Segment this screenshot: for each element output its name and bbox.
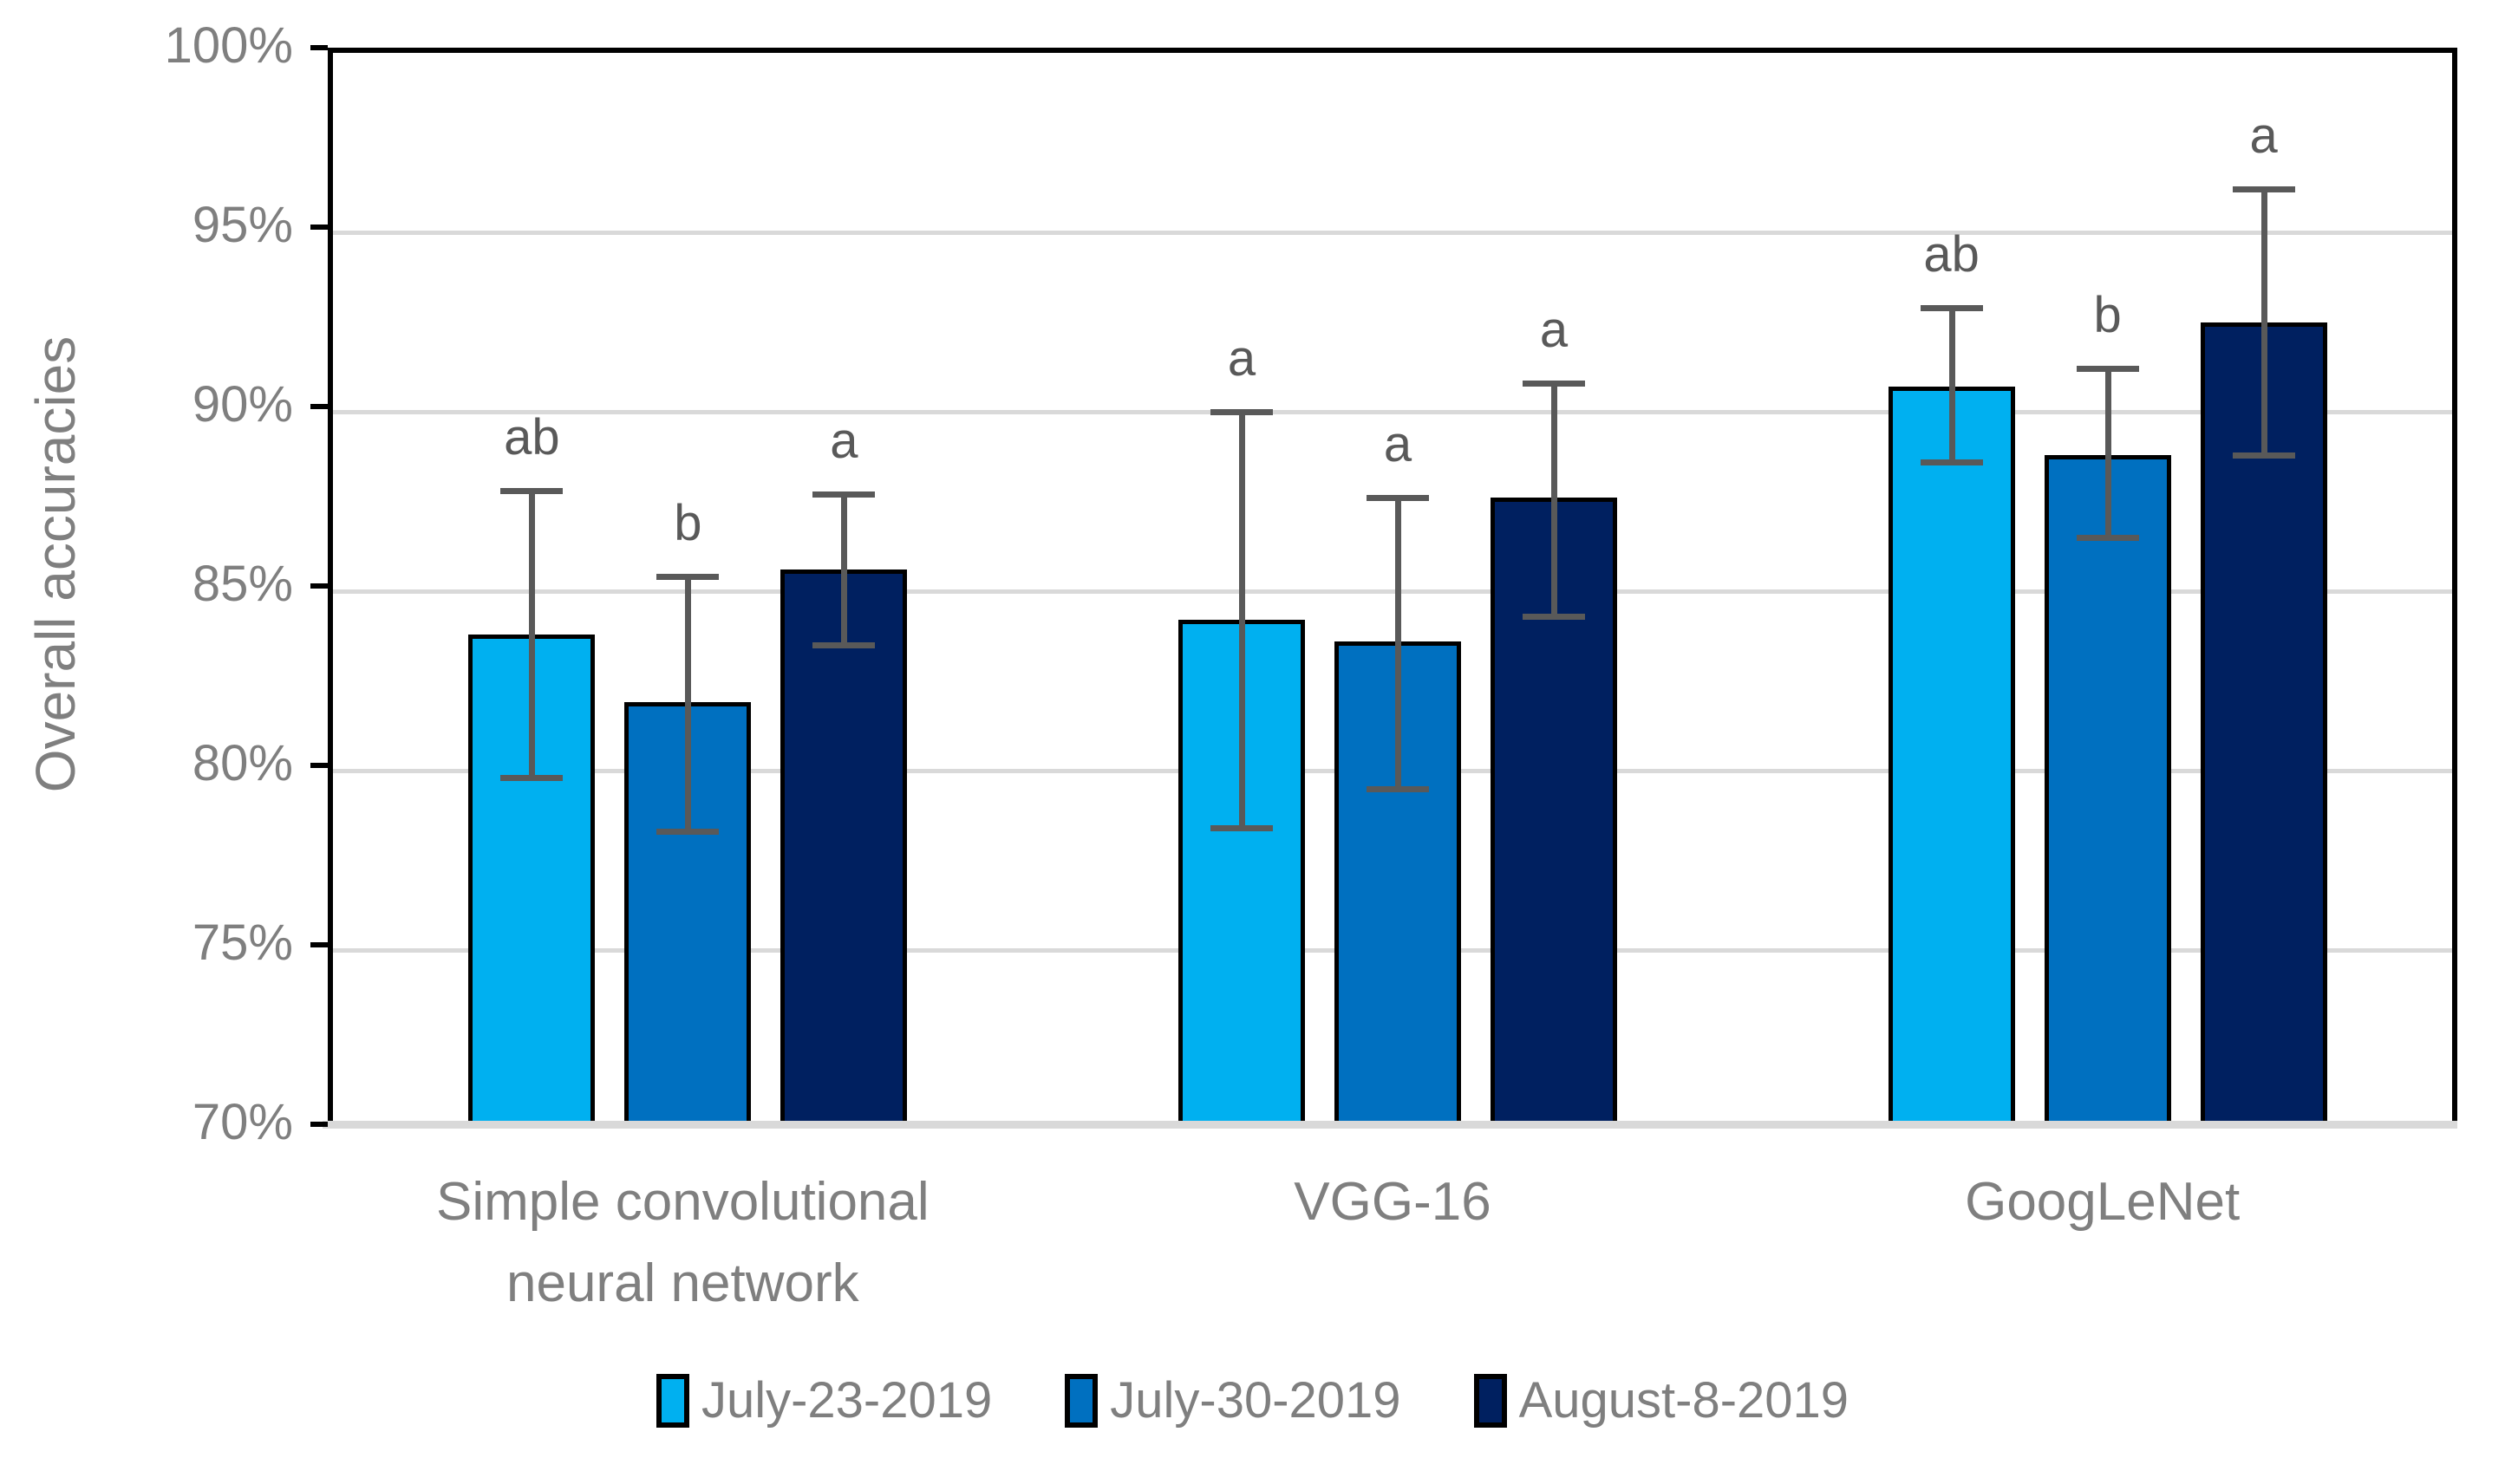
significance-letter: a	[830, 413, 858, 470]
error-bar-line	[1395, 498, 1401, 789]
bar-July-30-2019-GoogLeNet	[2044, 454, 2171, 1124]
legend-swatch	[656, 1373, 689, 1428]
y-axis-tick-label: 75%	[192, 914, 293, 971]
significance-letter: a	[2249, 107, 2278, 165]
legend-item: July-30-2019	[1065, 1371, 1401, 1429]
y-axis-tick	[310, 45, 328, 50]
error-bar-cap-bottom	[656, 829, 720, 836]
error-bar-line	[1948, 307, 1955, 462]
error-bar-cap-bottom	[812, 642, 876, 649]
error-bar-cap-top	[656, 574, 720, 581]
gridline	[333, 589, 2452, 594]
y-axis-tick	[310, 404, 328, 409]
legend-item: July-23-2019	[656, 1371, 992, 1429]
legend-item: August-8-2019	[1473, 1371, 1849, 1429]
category-label: GoogLeNet	[1712, 1162, 2493, 1243]
significance-letter: b	[674, 495, 702, 552]
category-label-line: GoogLeNet	[1965, 1172, 2241, 1232]
error-bar-cap-top	[1523, 380, 1585, 387]
plot-area: ab b a a a a ab b a	[328, 48, 2457, 1124]
y-axis-tick	[310, 1122, 328, 1127]
legend-label: August-8-2019	[1518, 1372, 1849, 1429]
category-label: VGG-16	[1002, 1162, 1783, 1243]
error-bar-line	[1239, 412, 1245, 829]
error-bar-cap-top	[500, 488, 564, 495]
y-axis-title: Overall accuracies	[24, 335, 87, 793]
bar-July-30-2019-VGG-16	[1334, 641, 1461, 1124]
y-axis-tick-label: 70%	[192, 1094, 293, 1150]
significance-letter: ab	[504, 409, 560, 466]
legend: July-23-2019 July-30-2019 August-8-2019	[0, 1371, 2505, 1429]
error-bar-cap-top	[2232, 186, 2295, 193]
x-axis-line	[323, 1121, 2457, 1129]
significance-letter: b	[2093, 287, 2122, 344]
category-label: Simple convolutional neural network	[292, 1162, 1073, 1325]
error-bar-cap-top	[1920, 304, 1983, 311]
error-bar-cap-bottom	[1367, 785, 1429, 792]
significance-letter: a	[1539, 301, 1569, 358]
category-label-line: VGG-16	[1294, 1172, 1491, 1232]
error-bar-line	[2260, 189, 2267, 455]
error-bar-cap-bottom	[500, 775, 564, 782]
category-label-line: neural network	[506, 1253, 859, 1313]
bar-August-8-2019-Simple-convolutional-neural-network	[780, 570, 908, 1124]
y-axis-tick	[310, 942, 328, 947]
error-bar-line	[841, 494, 848, 646]
error-bar-cap-bottom	[1210, 825, 1273, 832]
gridline	[333, 410, 2452, 414]
y-axis-tick	[310, 583, 328, 589]
y-axis-tick-label: 80%	[192, 735, 293, 791]
error-bar-line	[529, 491, 536, 778]
y-axis-tick	[310, 763, 328, 768]
significance-letter: a	[1227, 330, 1256, 387]
significance-letter: a	[1383, 416, 1412, 473]
error-bar-line	[1551, 382, 1557, 616]
y-axis-tick-label: 90%	[192, 376, 293, 433]
gridline	[333, 231, 2452, 235]
y-axis-tick-label: 100%	[164, 17, 293, 74]
bar-July-23-2019-GoogLeNet	[1888, 387, 2015, 1124]
error-bar-line	[685, 576, 692, 832]
legend-label: July-30-2019	[1110, 1372, 1401, 1429]
error-bar-cap-bottom	[2232, 452, 2295, 459]
error-bar-cap-top	[1210, 409, 1273, 415]
y-axis-tick	[310, 225, 328, 230]
legend-swatch	[1473, 1373, 1507, 1428]
y-axis-tick-label: 95%	[192, 197, 293, 253]
y-axis-tick-label: 85%	[192, 556, 293, 612]
category-label-line: Simple convolutional	[436, 1172, 930, 1232]
error-bar-cap-bottom	[1920, 459, 1983, 465]
error-bar-cap-top	[1367, 495, 1429, 502]
error-bar-line	[2104, 368, 2111, 537]
error-bar-cap-bottom	[2076, 534, 2139, 541]
legend-label: July-23-2019	[701, 1372, 993, 1429]
error-bar-cap-bottom	[1523, 613, 1585, 620]
error-bar-cap-top	[2076, 366, 2139, 373]
significance-letter: ab	[1923, 225, 1980, 283]
legend-swatch	[1065, 1373, 1099, 1428]
error-bar-cap-top	[812, 491, 876, 498]
